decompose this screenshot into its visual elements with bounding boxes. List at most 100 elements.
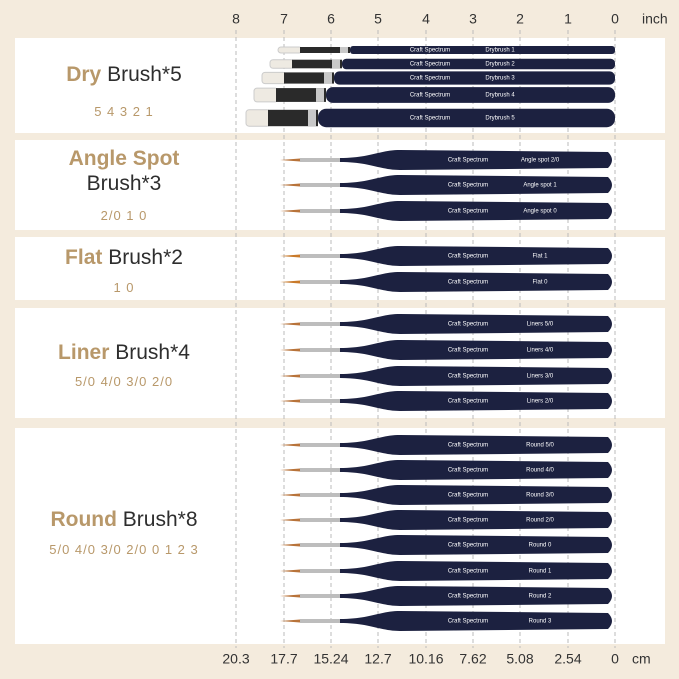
- brush: Craft Spectrum Round 2/0: [280, 510, 612, 530]
- brand-label: Craft Spectrum: [448, 348, 488, 354]
- inch-label: 8: [232, 11, 240, 27]
- tip: [280, 443, 300, 447]
- handle: [340, 175, 612, 195]
- ferrule-ring: [340, 47, 348, 53]
- handle: [340, 366, 612, 386]
- handle: [340, 391, 612, 411]
- ferrule: [300, 399, 340, 403]
- brand-label: Craft Spectrum: [448, 158, 488, 164]
- title-rest: Brush*4: [115, 341, 190, 364]
- handle: [340, 150, 612, 170]
- ferrule: [300, 619, 340, 623]
- handle: [340, 246, 612, 266]
- brand-label: Craft Spectrum: [448, 493, 488, 499]
- brush: Craft Spectrum Round 4/0: [280, 460, 612, 480]
- tip: [280, 280, 300, 284]
- cm-label: 7.62: [459, 651, 486, 667]
- brush-label: Round 0: [529, 543, 552, 549]
- section-title: Liner Brush*4: [15, 340, 233, 365]
- handle: [340, 586, 612, 606]
- brush: Craft Spectrum Round 3/0: [280, 485, 612, 505]
- handle: [340, 314, 612, 334]
- brush: Craft Spectrum Drybrush 5: [245, 108, 615, 128]
- ferrule: [300, 493, 340, 497]
- cm-label: 2.54: [554, 651, 581, 667]
- cm-label: 0: [611, 651, 619, 667]
- brush-label: Liners 3/0: [527, 374, 554, 380]
- bristles: [261, 71, 287, 85]
- ferrule: [300, 569, 340, 573]
- ferrule: [300, 47, 350, 53]
- ferrule: [300, 348, 340, 352]
- title-rest: Brush*5: [107, 63, 182, 86]
- cm-unit: cm: [632, 651, 651, 667]
- ferrule: [300, 594, 340, 598]
- brand-label: Craft Spectrum: [410, 76, 450, 82]
- handle: [334, 71, 615, 85]
- handle: [340, 460, 612, 480]
- section-title: Dry Brush*5: [15, 62, 233, 87]
- brand-label: Craft Spectrum: [448, 443, 488, 449]
- title-rest: Brush*3: [86, 172, 162, 195]
- brand-label: Craft Spectrum: [448, 543, 488, 549]
- ferrule-ring: [324, 72, 332, 84]
- tip: [280, 493, 300, 497]
- brush-label: Angle spot 2/0: [521, 158, 560, 164]
- handle: [340, 201, 612, 221]
- tip: [280, 254, 300, 258]
- brand-label: Craft Spectrum: [410, 93, 450, 99]
- ferrule-ring: [316, 88, 324, 102]
- handle: [340, 340, 612, 360]
- cm-label: 10.16: [408, 651, 443, 667]
- brush: Craft Spectrum Round 2: [280, 586, 612, 606]
- title-accent: Angle Spot: [68, 147, 180, 170]
- section-sizes: 5 4 3 2 1: [94, 104, 154, 119]
- section-sizes: 2/0 1 0: [100, 208, 148, 223]
- inch-label: 5: [374, 11, 382, 27]
- brush-label: Flat 1: [532, 254, 548, 260]
- inch-label: 4: [422, 11, 430, 27]
- tip: [280, 518, 300, 522]
- brush-label: Round 2/0: [526, 518, 554, 524]
- brush: Craft Spectrum Drybrush 1: [277, 46, 615, 54]
- ferrule: [300, 322, 340, 326]
- brush-label: Drybrush 4: [485, 93, 515, 99]
- inch-label: 7: [280, 11, 288, 27]
- brush-label: Round 4/0: [526, 468, 554, 474]
- ferrule: [300, 468, 340, 472]
- inch-label: 3: [469, 11, 477, 27]
- brand-label: Craft Spectrum: [448, 594, 488, 600]
- tip: [280, 468, 300, 472]
- ferrule: [276, 88, 326, 102]
- ferrule: [300, 280, 340, 284]
- handle: [350, 46, 615, 54]
- ferrule: [300, 158, 340, 162]
- tip: [280, 619, 300, 623]
- tip: [280, 543, 300, 547]
- tip: [280, 322, 300, 326]
- brush-label: Drybrush 5: [485, 116, 515, 122]
- handle: [340, 535, 612, 555]
- brand-label: Craft Spectrum: [448, 280, 488, 286]
- inch-unit: inch: [642, 11, 668, 27]
- brush: Craft Spectrum Liners 4/0: [280, 340, 612, 360]
- brush-label: Round 1: [529, 569, 552, 575]
- bristles: [245, 109, 271, 127]
- brand-label: Craft Spectrum: [448, 518, 488, 524]
- handle: [340, 611, 612, 631]
- cm-label: 17.7: [270, 651, 297, 667]
- ferrule: [300, 443, 340, 447]
- brush-label: Round 5/0: [526, 443, 554, 449]
- tip: [280, 399, 300, 403]
- brush-label: Drybrush 3: [485, 76, 515, 82]
- bristles: [269, 59, 295, 69]
- ferrule: [300, 374, 340, 378]
- ferrule-ring: [308, 109, 316, 127]
- bristles: [277, 46, 303, 54]
- brush: Craft Spectrum Drybrush 3: [261, 71, 615, 85]
- handle: [340, 485, 612, 505]
- ferrule-ring: [332, 59, 340, 69]
- brush: Craft Spectrum Drybrush 2: [269, 58, 615, 70]
